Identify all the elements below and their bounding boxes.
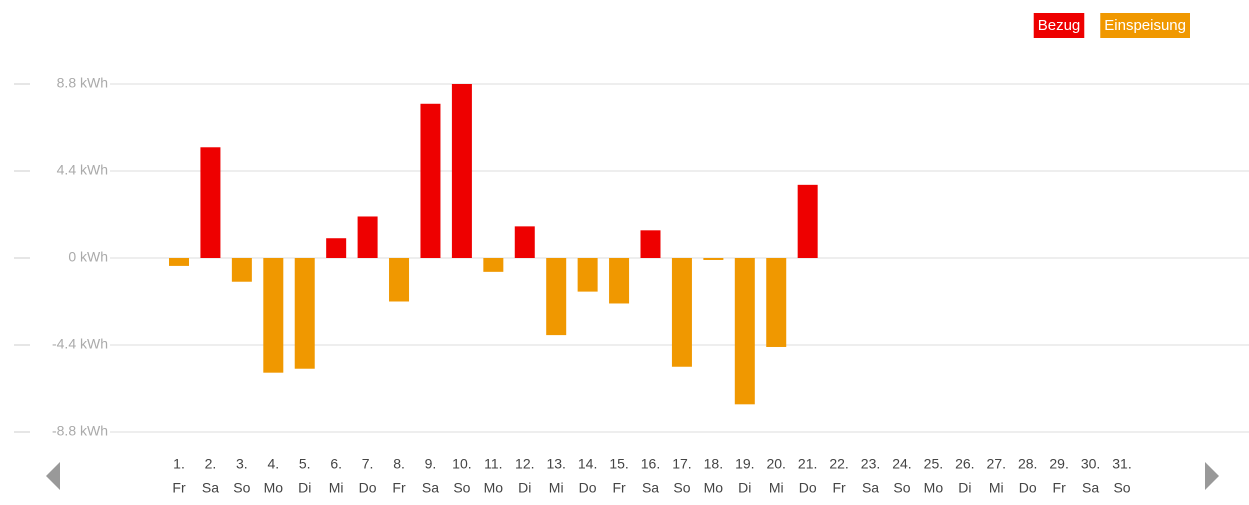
x-tick-label: 2. (205, 456, 217, 472)
x-tick-label: Do (1019, 480, 1037, 496)
x-tick-label: Sa (422, 480, 439, 496)
x-tick-label: 13. (546, 456, 565, 472)
y-tick-label: 8.8 kWh (57, 75, 108, 91)
x-tick-label: 6. (330, 456, 342, 472)
x-tick-label: Mi (329, 480, 344, 496)
x-tick-label: 18. (704, 456, 723, 472)
x-tick-label: 29. (1049, 456, 1068, 472)
x-tick-label: So (233, 480, 250, 496)
x-tick-label: Sa (202, 480, 219, 496)
x-tick-label: 8. (393, 456, 405, 472)
x-tick-label: 4. (267, 456, 279, 472)
y-tick-label: 4.4 kWh (57, 162, 108, 178)
x-tick-label: Fr (832, 480, 846, 496)
bar (546, 258, 567, 336)
x-tick-label: So (1113, 480, 1130, 496)
legend-label: Bezug (1038, 17, 1081, 34)
x-tick-label: 14. (578, 456, 597, 472)
x-tick-label: 3. (236, 456, 248, 472)
x-tick-label: Mo (924, 480, 944, 496)
x-tick-label: Di (958, 480, 971, 496)
bar (703, 258, 724, 260)
x-tick-label: 21. (798, 456, 817, 472)
bar (734, 258, 755, 405)
legend-swatch (1100, 13, 1190, 38)
x-tick-label: 12. (515, 456, 534, 472)
bar (231, 258, 252, 282)
x-tick-label: Fr (1053, 480, 1067, 496)
x-tick-label: 17. (672, 456, 691, 472)
x-tick-label: So (453, 480, 470, 496)
x-tick-label: 30. (1081, 456, 1100, 472)
x-tick-label: Mi (989, 480, 1004, 496)
x-tick-label: Di (298, 480, 311, 496)
bar (766, 258, 787, 347)
x-tick-label: 5. (299, 456, 311, 472)
x-tick-label: 20. (766, 456, 785, 472)
x-tick-label: Mo (704, 480, 724, 496)
x-tick-label: 15. (609, 456, 628, 472)
x-tick-label: Mo (264, 480, 284, 496)
x-tick-label: 26. (955, 456, 974, 472)
x-tick-label: 16. (641, 456, 660, 472)
prev-arrow[interactable] (46, 462, 60, 490)
bar (294, 258, 315, 369)
bar (640, 230, 661, 258)
x-tick-label: So (893, 480, 910, 496)
next-arrow[interactable] (1205, 462, 1219, 490)
x-tick-label: Fr (172, 480, 186, 496)
x-tick-label: Mo (484, 480, 504, 496)
bar (577, 258, 598, 292)
y-tick-label: -8.8 kWh (52, 423, 108, 439)
bar (389, 258, 410, 302)
x-tick-label: Sa (642, 480, 659, 496)
bar (420, 103, 441, 258)
x-tick-label: Do (579, 480, 597, 496)
x-tick-label: So (673, 480, 690, 496)
x-tick-label: 24. (892, 456, 911, 472)
x-tick-label: 7. (362, 456, 374, 472)
x-tick-label: 27. (987, 456, 1006, 472)
bar (797, 184, 818, 258)
bar (483, 258, 504, 272)
x-tick-label: Sa (862, 480, 879, 496)
bar (263, 258, 284, 373)
x-tick-label: Mi (549, 480, 564, 496)
legend-swatch (1033, 13, 1085, 38)
x-tick-label: Di (738, 480, 751, 496)
bar (671, 258, 692, 367)
x-tick-label: 1. (173, 456, 185, 472)
bar (200, 147, 221, 258)
x-tick-label: Fr (392, 480, 406, 496)
y-tick-label: -4.4 kWh (52, 336, 108, 352)
legend-label: Einspeisung (1104, 17, 1186, 34)
x-tick-label: Do (799, 480, 817, 496)
x-tick-label: 22. (829, 456, 848, 472)
x-tick-label: 28. (1018, 456, 1037, 472)
x-tick-label: Fr (612, 480, 626, 496)
x-tick-label: Do (359, 480, 377, 496)
x-tick-label: Sa (1082, 480, 1099, 496)
bar (326, 238, 347, 258)
x-tick-label: 19. (735, 456, 754, 472)
x-tick-label: 9. (425, 456, 437, 472)
x-tick-label: 31. (1112, 456, 1131, 472)
x-tick-label: 23. (861, 456, 880, 472)
x-tick-label: 10. (452, 456, 471, 472)
bar (357, 216, 378, 258)
bar (451, 84, 472, 258)
x-tick-label: Di (518, 480, 531, 496)
bar (609, 258, 630, 304)
bar (514, 226, 535, 258)
x-tick-label: Mi (769, 480, 784, 496)
x-tick-label: 11. (484, 456, 502, 472)
y-tick-label: 0 kWh (68, 249, 108, 265)
bar (169, 258, 189, 266)
x-tick-label: 25. (924, 456, 943, 472)
